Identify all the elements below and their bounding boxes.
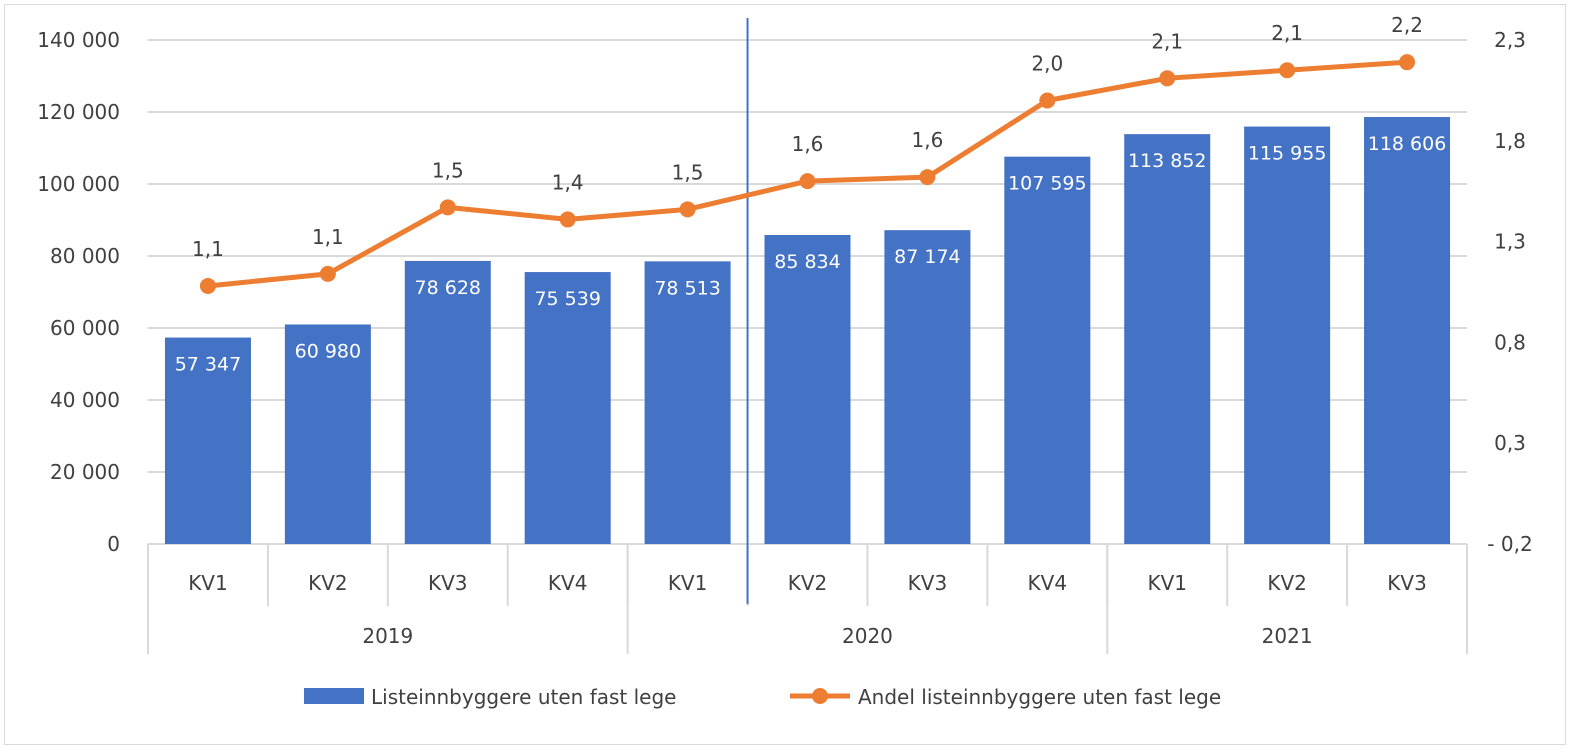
category-label: KV1 (188, 571, 228, 595)
chart-frame (4, 4, 1566, 745)
line-value-label: 2,1 (1271, 21, 1303, 45)
line-point (1399, 54, 1416, 71)
line-point (559, 211, 576, 228)
left-tick-label: 40 000 (50, 388, 120, 412)
category-label: KV3 (428, 571, 468, 595)
bar (1124, 134, 1211, 544)
bar (404, 260, 491, 544)
legend-line-marker (812, 688, 828, 704)
line-point (1039, 92, 1056, 109)
line-point (199, 277, 216, 294)
line-value-label: 1,5 (432, 158, 464, 182)
legend-line-label: Andel listeinnbyggere uten fast lege (858, 685, 1221, 709)
category-label: KV3 (908, 571, 948, 595)
category-label: KV1 (668, 571, 708, 595)
right-tick-label: - 0,2 (1487, 532, 1532, 556)
legend-bar-swatch (304, 688, 364, 704)
bar (1244, 126, 1331, 544)
line-value-label: 1,6 (912, 128, 944, 152)
left-tick-label: 0 (107, 532, 120, 556)
bar (764, 234, 851, 544)
bar (1004, 156, 1091, 544)
left-tick-label: 140 000 (37, 28, 120, 52)
left-tick-label: 80 000 (50, 244, 120, 268)
category-label: KV2 (788, 571, 828, 595)
bar (524, 272, 611, 544)
line-value-label: 2,0 (1031, 51, 1063, 75)
category-label: KV3 (1387, 571, 1427, 595)
right-tick-label: 2,3 (1494, 28, 1526, 52)
bar-value-label: 87 174 (894, 246, 960, 268)
group-label: 2019 (362, 624, 413, 648)
category-label: KV4 (1028, 571, 1068, 595)
right-tick-label: 0,3 (1494, 431, 1526, 455)
legend-bar-label: Listeinnbyggere uten fast lege (371, 685, 676, 709)
right-tick-label: 1,8 (1494, 129, 1526, 153)
group-label: 2020 (842, 624, 893, 648)
bar-value-label: 78 513 (654, 277, 720, 299)
bar-value-label: 107 595 (1008, 173, 1087, 195)
line-point (439, 199, 456, 216)
bar-value-label: 115 955 (1248, 143, 1327, 165)
line-value-label: 2,2 (1391, 13, 1423, 37)
bar (1364, 117, 1451, 544)
line-value-label: 1,6 (792, 132, 824, 156)
line-value-label: 1,1 (312, 225, 344, 249)
bar (644, 261, 731, 544)
line-point (919, 169, 936, 186)
category-label: KV1 (1147, 571, 1187, 595)
bar (284, 324, 371, 544)
line-value-label: 1,1 (192, 237, 224, 261)
line-point (1279, 62, 1296, 79)
category-label: KV2 (1267, 571, 1307, 595)
bar-value-label: 57 347 (175, 354, 241, 376)
bar-value-label: 75 539 (534, 288, 600, 310)
line-value-label: 1,5 (672, 160, 704, 184)
bar-value-label: 113 852 (1128, 150, 1207, 172)
line-value-label: 1,4 (552, 170, 584, 194)
bar-value-label: 118 606 (1368, 133, 1447, 155)
line-point (799, 173, 816, 190)
bar-value-label: 85 834 (774, 251, 840, 273)
right-tick-label: 0,8 (1494, 330, 1526, 354)
right-tick-label: 1,3 (1494, 230, 1526, 254)
category-label: KV4 (548, 571, 588, 595)
left-tick-label: 100 000 (37, 172, 120, 196)
bar (884, 230, 971, 545)
line-value-label: 2,1 (1151, 29, 1183, 53)
bar-value-label: 78 628 (415, 277, 481, 299)
left-tick-label: 20 000 (50, 460, 120, 484)
left-tick-label: 120 000 (37, 100, 120, 124)
left-tick-label: 60 000 (50, 316, 120, 340)
group-label: 2021 (1262, 624, 1313, 648)
line-point (1159, 70, 1176, 87)
line-point (319, 265, 336, 282)
line-point (679, 201, 696, 218)
bar (164, 337, 251, 544)
category-label: KV2 (308, 571, 348, 595)
bar-value-label: 60 980 (295, 340, 361, 362)
